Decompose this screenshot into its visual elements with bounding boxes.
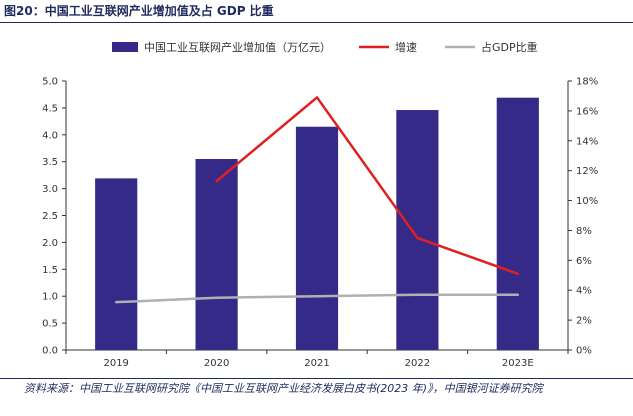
y-left-tick-label: 2.5 <box>42 211 58 222</box>
x-tick-label: 2021 <box>304 358 329 369</box>
bar <box>295 126 339 350</box>
y-left-tick-label: 1.0 <box>42 292 58 303</box>
y-right-tick-label: 4% <box>576 286 592 297</box>
growth-line <box>215 96 520 276</box>
y-left-tick-label: 3.0 <box>42 184 58 195</box>
y-left-tick-label: 0.5 <box>42 319 58 330</box>
y-right-tick-label: 0% <box>576 346 592 357</box>
bar <box>195 159 238 350</box>
y-right-tick-label: 8% <box>576 226 592 237</box>
y-left-tick-label: 1.5 <box>42 265 58 276</box>
y-right-tick-label: 16% <box>576 106 598 117</box>
x-tick-label: 2019 <box>103 358 128 369</box>
y-right-tick-label: 10% <box>576 196 598 207</box>
figure-title: 图20：中国工业互联网产业增加值及占 GDP 比重 <box>4 4 274 18</box>
y-left-tick-label: 5.0 <box>42 77 58 88</box>
y-right-tick-label: 14% <box>576 136 598 147</box>
source-rule <box>0 378 633 379</box>
y-left-tick-label: 2.0 <box>42 238 58 249</box>
y-right-tick-label: 18% <box>576 77 598 88</box>
source-note: 资料来源：中国工业互联网研究院《中国工业互联网产业经济发展白皮书(2023 年)… <box>24 382 543 395</box>
title-rule <box>0 22 633 23</box>
x-tick-label: 2020 <box>204 358 229 369</box>
lines <box>114 96 520 304</box>
axes: 0.0 0.5 1.0 1.5 2.0 2.5 3.0 3.5 4.0 4.5 5.0 0% 2% 4% 6… <box>42 77 598 370</box>
legend-label: 中国工业互联网产业增加值（万亿元） <box>144 40 331 54</box>
y-left-tick-label: 3.5 <box>42 157 58 168</box>
y-right-tick-label: 12% <box>576 166 598 177</box>
y-left-tick-label: 4.0 <box>42 130 58 141</box>
bar <box>95 178 138 350</box>
y-left-tick-label: 0.0 <box>42 346 58 357</box>
y-right-tick-label: 2% <box>576 316 592 327</box>
x-tick-label: 2023E <box>502 358 534 369</box>
chart: 中国工业互联网产业增加值（万亿元） 增速 占GDP比重 0.0 0.5 1.0 1.5 2.… <box>42 40 598 370</box>
x-tick-label: 2022 <box>405 358 430 369</box>
y-left-tick-label: 4.5 <box>42 103 58 114</box>
legend: 中国工业互联网产业增加值（万亿元） 增速 占GDP比重 <box>112 40 538 54</box>
gdp-share-line <box>114 293 520 304</box>
legend-swatch-bar <box>112 42 138 52</box>
y-right-tick-label: 6% <box>576 256 592 267</box>
legend-label: 占GDP比重 <box>481 40 538 54</box>
bar <box>396 110 439 350</box>
bar <box>496 97 539 350</box>
bars <box>95 97 539 350</box>
legend-label: 增速 <box>395 40 417 54</box>
